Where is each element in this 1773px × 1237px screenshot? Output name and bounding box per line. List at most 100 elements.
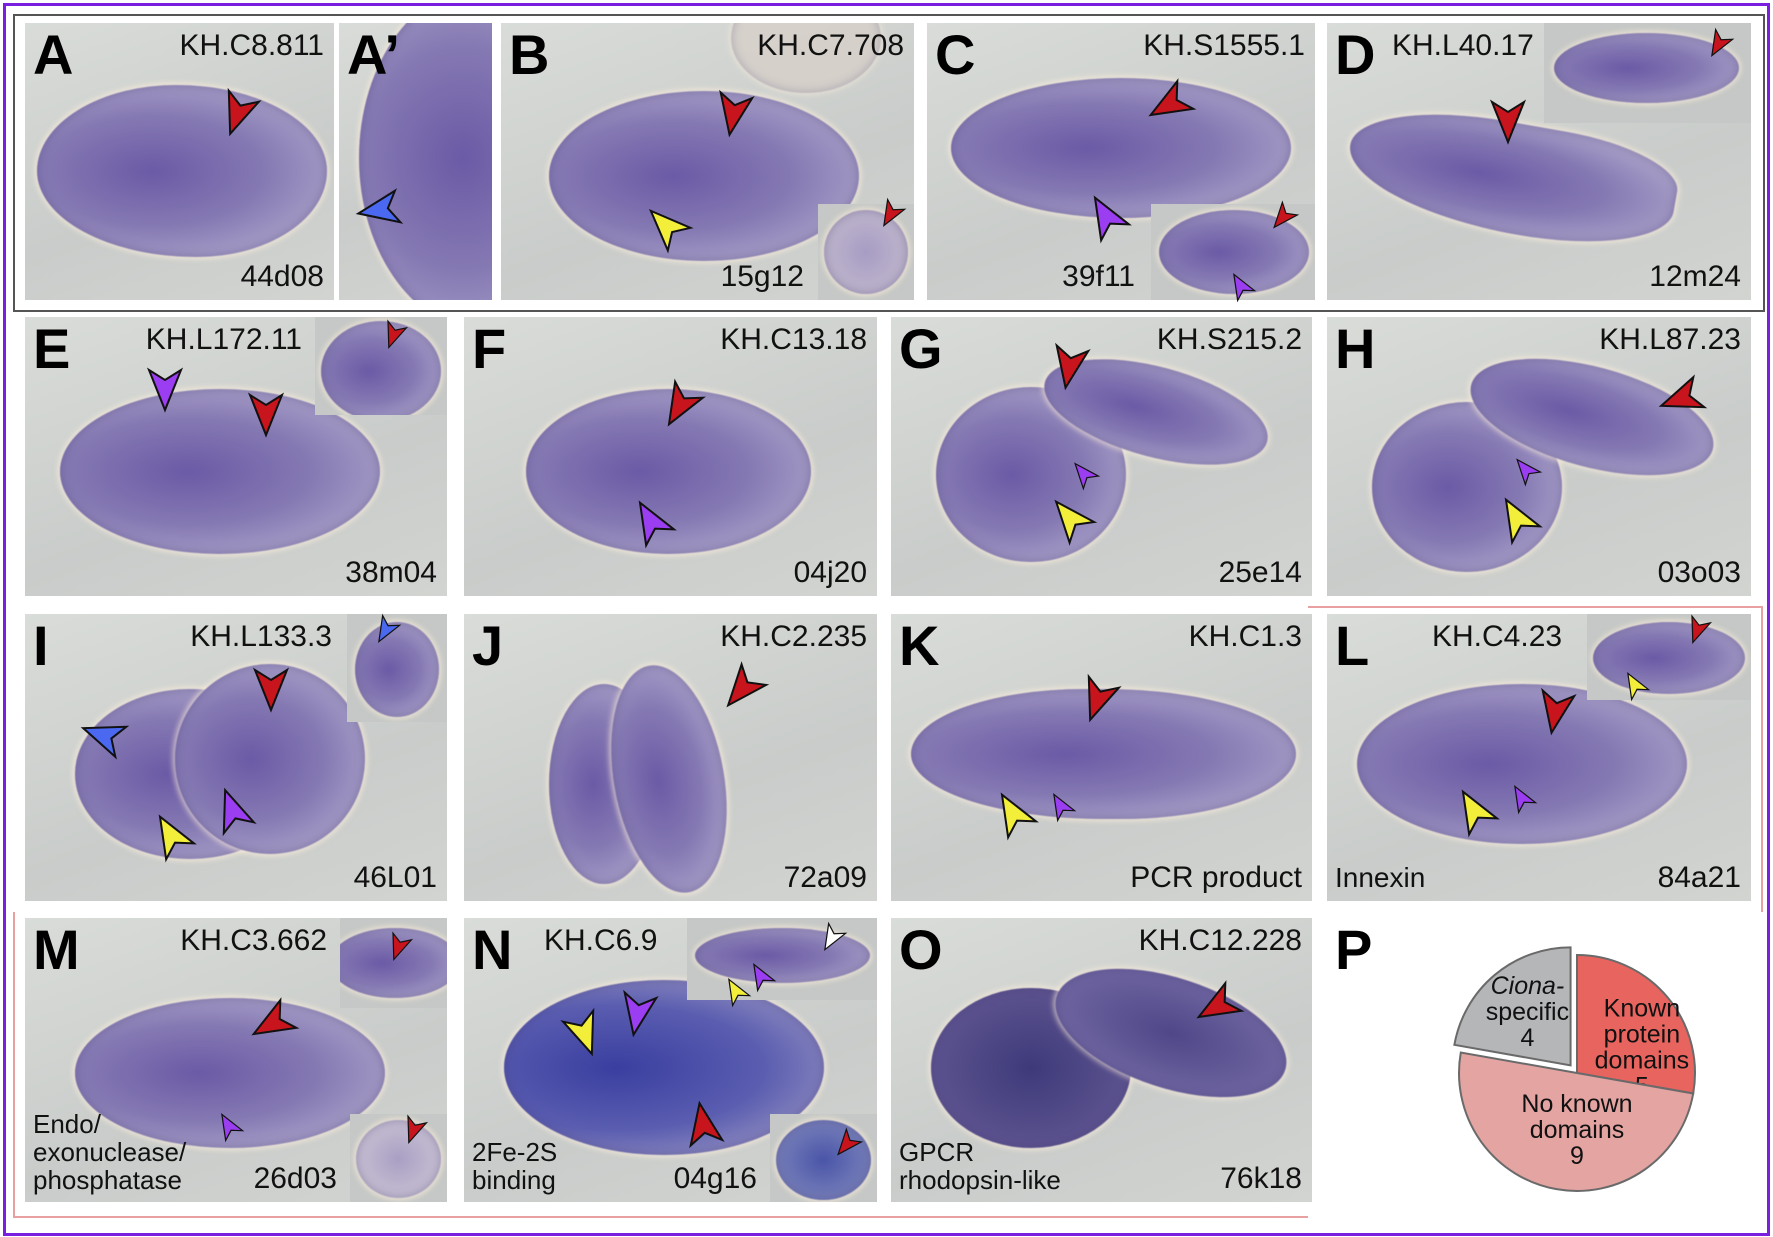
gene-id: KH.L40.17 <box>1392 29 1534 62</box>
slice-label: protein <box>1604 1020 1680 1048</box>
slice-label: Ciona- <box>1491 972 1565 1000</box>
panel-letter: A’ <box>347 23 400 86</box>
panel-letter: J <box>472 614 504 677</box>
clone-id: 46L01 <box>353 861 437 894</box>
clone-id: 39f11 <box>1062 260 1135 293</box>
gene-id: KH.S1555.1 <box>1143 29 1305 62</box>
panel-e: E KH.L172.11 38m04 <box>25 317 447 596</box>
panel-a: A KH.C8.811 44d08 <box>25 23 334 300</box>
purple-arrowhead <box>221 1112 245 1143</box>
red-arrowhead <box>227 87 262 137</box>
slice-value-label: 4 <box>1520 1024 1534 1052</box>
gene-id: KH.L87.23 <box>1599 323 1741 356</box>
yellow-arrowhead <box>1627 671 1651 702</box>
red-arrowhead <box>252 667 290 713</box>
panel-letter: P <box>1335 918 1373 981</box>
red-arrowhead <box>1196 980 1245 1019</box>
purple-arrowhead <box>1053 792 1077 823</box>
panel-letter: H <box>1335 317 1376 380</box>
protein-annotation: Innexin <box>1335 861 1426 893</box>
panel-letter: B <box>509 23 550 86</box>
yellow-arrowhead <box>1461 789 1500 838</box>
clone-id: PCR product <box>1130 861 1302 894</box>
gene-id: KH.C12.228 <box>1138 924 1302 957</box>
red-arrowhead <box>392 931 414 962</box>
embryo <box>1357 684 1687 844</box>
slice-label: domains <box>1595 1046 1690 1074</box>
clone-id: 25e14 <box>1218 556 1302 589</box>
slice-label: specific <box>1486 998 1569 1026</box>
yellow-arrowhead <box>1000 792 1039 841</box>
inset-image-bottom <box>770 1114 877 1202</box>
clone-id: 03o03 <box>1657 556 1741 589</box>
red-arrowhead <box>1055 342 1091 391</box>
panel-letter: F <box>472 317 507 380</box>
panel-letter: D <box>1335 23 1376 86</box>
embryo <box>549 91 859 261</box>
red-arrowhead <box>883 197 907 228</box>
slice-label: No known <box>1521 1090 1632 1118</box>
panel-c: C KH.S1555.1 39f11 <box>927 23 1315 300</box>
purple-arrowhead <box>1093 195 1132 244</box>
red-arrowhead <box>1691 614 1713 645</box>
panel-letter: M <box>33 918 80 981</box>
gene-id: KH.S215.2 <box>1156 323 1302 356</box>
clone-id: 04g16 <box>673 1162 757 1195</box>
gene-id: KH.C7.708 <box>757 29 904 62</box>
yellow-arrowhead <box>560 1007 595 1057</box>
embryo <box>359 23 492 300</box>
red-arrowhead <box>1711 27 1735 58</box>
panel-k: K KH.C1.3 PCR product <box>891 614 1312 901</box>
pie-chart: Knownproteindomains5No knowndomains9Cion… <box>1453 946 1696 1192</box>
panel-h: H KH.L87.23 03o03 <box>1327 317 1751 596</box>
clone-id: 38m04 <box>345 556 437 589</box>
blue-arrowhead <box>378 613 402 644</box>
panel-n: N KH.C6.9 04g16 2Fe-2S binding <box>464 918 877 1202</box>
blue-arrowhead <box>80 725 130 760</box>
inset-image <box>818 204 914 300</box>
yellow-arrowhead <box>158 814 197 863</box>
red-arrowhead <box>837 1127 864 1156</box>
blue-arrowhead <box>355 188 404 224</box>
inset-image-bottom <box>350 1114 447 1202</box>
red-arrowhead <box>1087 673 1122 723</box>
panel-letter: K <box>899 614 940 677</box>
white-arrowhead <box>824 921 848 952</box>
pie-slice <box>1458 1051 1695 1192</box>
inset-image-top <box>340 918 447 1008</box>
red-arrowhead <box>1148 78 1197 117</box>
panel-letter: N <box>472 918 513 981</box>
slice-value-label: 9 <box>1570 1142 1584 1170</box>
clone-id: 84a21 <box>1657 861 1741 894</box>
protein-annotation: GPCR rhodopsin-like <box>899 1136 1061 1195</box>
panel-letter: G <box>899 317 943 380</box>
gene-id: KH.C6.9 <box>544 924 658 957</box>
gene-id: KH.C13.18 <box>720 323 867 356</box>
panel-i: I KH.L133.3 46L01 <box>25 614 447 901</box>
panel-j: J KH.C2.235 72a09 <box>464 614 877 901</box>
panel-a-prime: A’ <box>339 23 492 300</box>
purple-arrowhead <box>146 367 184 413</box>
red-arrowhead <box>1273 200 1300 229</box>
panel-g: G KH.S215.2 25e14 <box>891 317 1312 596</box>
pie-slice <box>1576 953 1696 1095</box>
slice-label: Known <box>1604 994 1680 1022</box>
panel-d: D KH.L40.17 12m24 <box>1327 23 1751 300</box>
panel-b: B KH.C7.708 15g12 <box>501 23 914 300</box>
purple-arrowhead <box>1514 784 1538 815</box>
red-arrowhead <box>667 378 706 427</box>
group-box-row1 <box>13 14 1765 312</box>
purple-arrowhead <box>623 989 659 1038</box>
gene-id: KH.C2.235 <box>720 620 867 653</box>
red-arrowhead <box>726 661 770 708</box>
red-arrowhead <box>1489 99 1527 145</box>
panel-letter: O <box>899 918 943 981</box>
yellow-arrowhead <box>1504 497 1543 546</box>
clone-id: 04j20 <box>793 556 867 589</box>
figure-frame <box>3 3 1770 1236</box>
inset-image <box>1587 614 1751 700</box>
yellow-arrowhead <box>648 208 694 254</box>
gene-id: KH.L172.11 <box>145 323 302 356</box>
red-arrowhead <box>387 319 409 350</box>
red-arrowhead <box>251 997 300 1036</box>
